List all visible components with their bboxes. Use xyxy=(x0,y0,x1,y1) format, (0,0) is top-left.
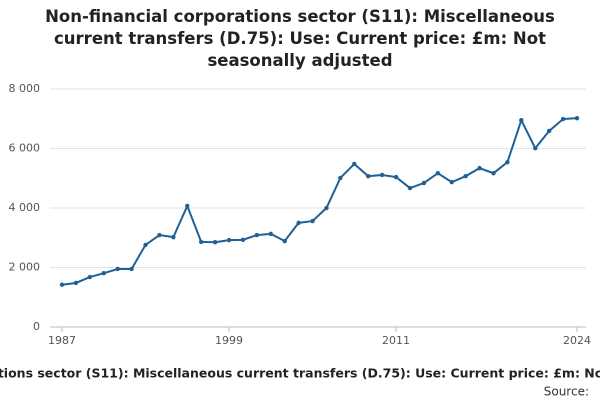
chart-title: Non-financial corporations sector (S11):… xyxy=(45,7,555,70)
marker xyxy=(393,174,399,180)
marker xyxy=(87,274,93,280)
marker xyxy=(185,203,190,209)
marker xyxy=(101,270,106,276)
marker xyxy=(171,234,176,240)
x-tick-label: 1987 xyxy=(48,334,76,347)
marker xyxy=(198,239,204,245)
marker xyxy=(143,242,148,248)
marker xyxy=(449,179,454,185)
marker xyxy=(477,165,482,171)
marker xyxy=(546,128,552,134)
marker xyxy=(574,115,580,121)
x-tick-label: 1999 xyxy=(215,334,243,347)
marker xyxy=(463,173,468,179)
marker xyxy=(129,266,134,272)
marker xyxy=(240,237,246,243)
marker xyxy=(533,146,538,151)
marker xyxy=(505,159,510,165)
marker xyxy=(338,175,343,181)
y-tick-label: 4 000 xyxy=(9,201,41,214)
marker xyxy=(421,180,427,186)
marker xyxy=(282,238,287,244)
marker xyxy=(519,118,524,123)
marker xyxy=(491,170,496,176)
x-axis-label: Non-financial corporations sector (S11):… xyxy=(0,366,600,381)
y-tick-label: 0 xyxy=(33,320,40,333)
x-tick-label: 2024 xyxy=(563,334,591,347)
marker xyxy=(115,266,120,272)
marker xyxy=(59,282,65,287)
marker xyxy=(268,231,273,237)
marker xyxy=(296,220,301,226)
marker xyxy=(435,170,441,176)
x-tick-label: 2011 xyxy=(382,334,410,347)
marker xyxy=(226,237,232,243)
marker xyxy=(407,185,413,191)
marker xyxy=(560,116,566,122)
marker xyxy=(73,280,79,286)
marker xyxy=(352,161,357,167)
marker xyxy=(254,232,260,238)
y-tick-label: 8 000 xyxy=(9,82,41,95)
y-tick-label: 6 000 xyxy=(9,142,41,155)
marker xyxy=(324,205,329,211)
y-tick-label: 2 000 xyxy=(9,261,41,274)
marker xyxy=(212,240,218,245)
marker xyxy=(366,173,371,179)
marker xyxy=(157,232,162,238)
marker xyxy=(310,218,315,224)
line xyxy=(61,117,578,286)
source: Source: xyxy=(544,385,589,399)
marker xyxy=(379,172,385,178)
